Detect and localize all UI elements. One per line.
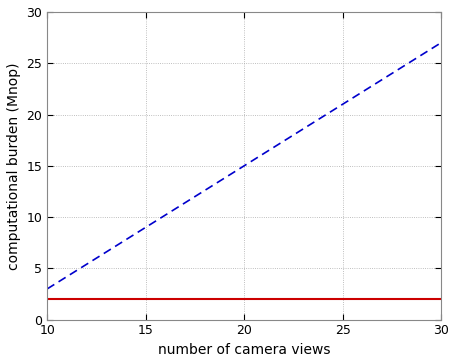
Y-axis label: computational burden (Mnop): computational burden (Mnop) [7, 62, 21, 269]
X-axis label: number of camera views: number of camera views [157, 343, 330, 357]
